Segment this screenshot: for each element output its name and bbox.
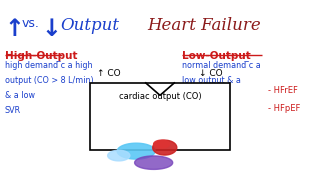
Polygon shape bbox=[153, 140, 177, 155]
Text: & a low: & a low bbox=[4, 91, 35, 100]
Text: ↓: ↓ bbox=[41, 17, 61, 41]
Polygon shape bbox=[108, 150, 130, 161]
Text: vs.: vs. bbox=[22, 17, 40, 30]
Text: output (CO > 8 L/min): output (CO > 8 L/min) bbox=[4, 76, 93, 85]
Text: - HFpEF: - HFpEF bbox=[268, 104, 300, 113]
Text: Low-Output: Low-Output bbox=[182, 51, 251, 61]
Text: ↑: ↑ bbox=[4, 17, 24, 41]
Text: Heart Failure: Heart Failure bbox=[147, 17, 261, 34]
Polygon shape bbox=[117, 143, 155, 159]
Text: cardiac output (CO): cardiac output (CO) bbox=[119, 92, 201, 101]
Text: normal demand ̅c a: normal demand ̅c a bbox=[182, 61, 261, 70]
Text: ↓ CO: ↓ CO bbox=[199, 69, 223, 78]
Polygon shape bbox=[154, 140, 170, 148]
Text: high SVR: high SVR bbox=[182, 91, 218, 100]
Text: low output & a: low output & a bbox=[182, 76, 241, 85]
Text: ↑ CO: ↑ CO bbox=[97, 69, 121, 78]
Polygon shape bbox=[135, 156, 173, 169]
Text: SVR: SVR bbox=[4, 106, 21, 115]
Text: Output: Output bbox=[60, 17, 119, 34]
Bar bbox=[90, 83, 230, 150]
Text: - HFrEF: - HFrEF bbox=[268, 86, 298, 95]
Text: high demand ̅c a high: high demand ̅c a high bbox=[4, 61, 92, 70]
Text: High-Output: High-Output bbox=[4, 51, 77, 61]
